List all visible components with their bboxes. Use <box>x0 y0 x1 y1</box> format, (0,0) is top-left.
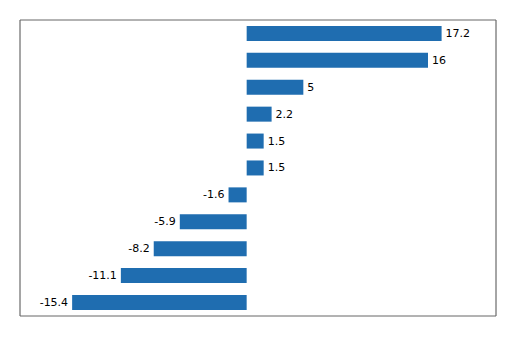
svg-text:-5.9: -5.9 <box>154 215 175 228</box>
svg-text:1.5: 1.5 <box>268 135 286 148</box>
svg-text:-1.6: -1.6 <box>203 188 224 201</box>
svg-text:17.2: 17.2 <box>446 27 471 40</box>
svg-text:1.5: 1.5 <box>268 161 286 174</box>
svg-text:-8.2: -8.2 <box>128 242 149 255</box>
svg-text:16: 16 <box>432 54 446 67</box>
svg-text:-15.4: -15.4 <box>40 296 68 309</box>
svg-text:5: 5 <box>307 81 314 94</box>
svg-text:-11.1: -11.1 <box>88 269 116 282</box>
svg-text:2.2: 2.2 <box>276 108 294 121</box>
